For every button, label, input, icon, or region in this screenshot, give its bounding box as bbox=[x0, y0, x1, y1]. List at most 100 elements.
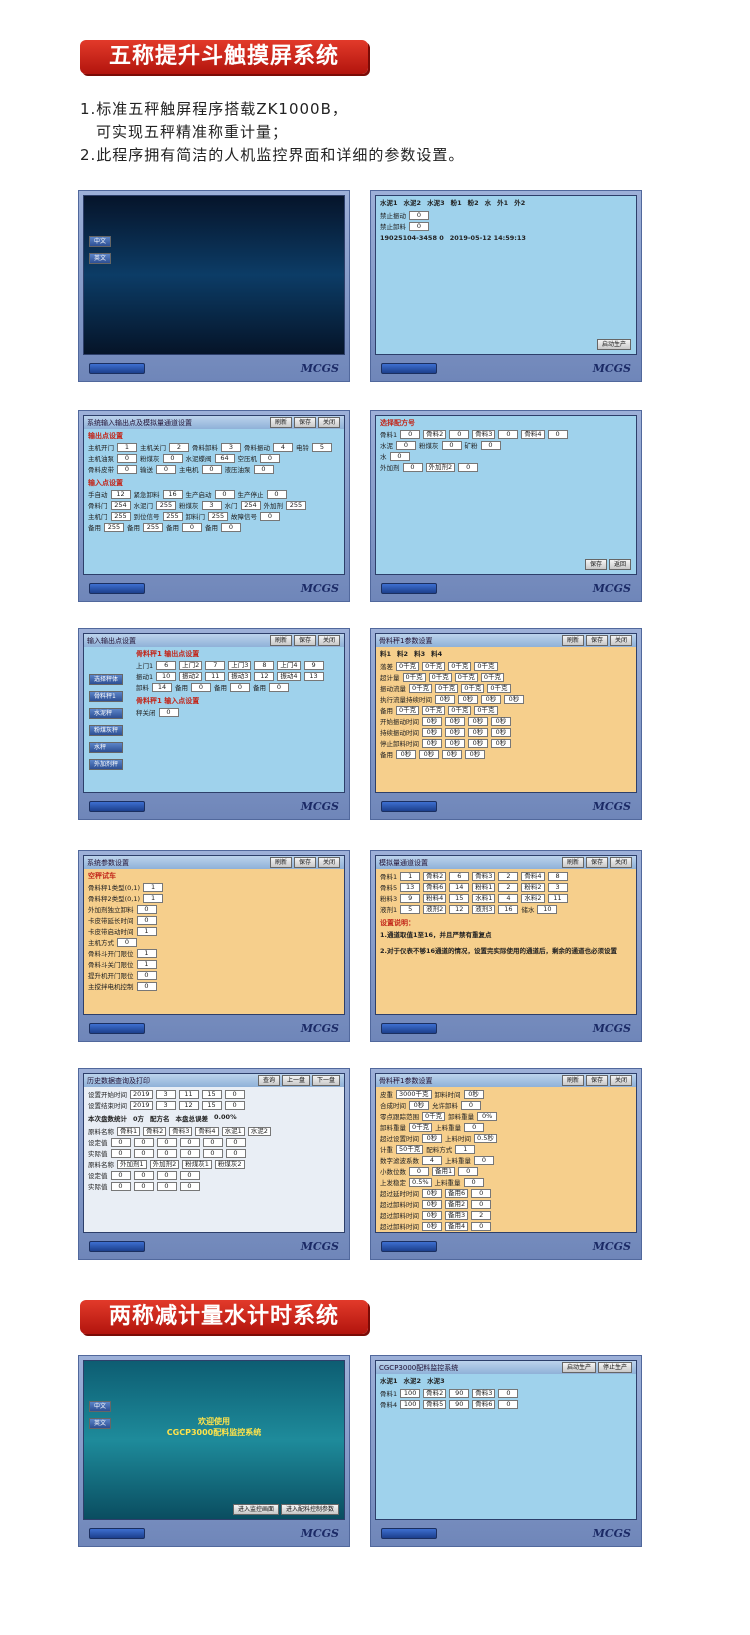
start-button[interactable] bbox=[381, 582, 437, 594]
field-value: 3 bbox=[201, 500, 222, 510]
field-value: 0 bbox=[133, 1137, 154, 1147]
start-button[interactable] bbox=[89, 1022, 145, 1034]
start-button[interactable] bbox=[89, 362, 145, 374]
button[interactable]: 进入配料控制参数 bbox=[280, 1504, 339, 1515]
button[interactable]: 刷新 bbox=[561, 635, 584, 646]
start-button[interactable] bbox=[89, 1527, 145, 1539]
title-bar: 系统参数设置 刷新 保存 关闭 bbox=[84, 856, 344, 869]
field-label: 空压机 bbox=[237, 455, 258, 463]
field-label: 主电机 bbox=[179, 466, 199, 474]
button[interactable]: 下一盘 bbox=[311, 1075, 340, 1086]
field-value: 0 bbox=[221, 522, 241, 532]
side-button[interactable]: 英文 bbox=[89, 253, 112, 264]
button[interactable]: 关闭 bbox=[609, 857, 632, 868]
field-value: 255 bbox=[286, 500, 306, 510]
label: 水泥1 bbox=[380, 199, 398, 207]
field-value: 0 bbox=[409, 221, 429, 231]
field-value: 0秒 bbox=[445, 727, 465, 737]
button[interactable]: 刷新 bbox=[269, 635, 292, 646]
field-value: 3 bbox=[155, 1100, 176, 1110]
button[interactable]: 返回 bbox=[608, 559, 631, 570]
welcome-line: CGCP3000配料监控系统 bbox=[166, 1428, 262, 1437]
side-button[interactable]: 英文 bbox=[89, 1418, 112, 1429]
button[interactable]: 刷新 bbox=[561, 857, 584, 868]
field-value: 粉料4 bbox=[423, 893, 447, 903]
field-label: 外加剂 bbox=[263, 502, 284, 510]
field-label: 提升机开门限位 bbox=[88, 972, 134, 980]
field-value: 0 bbox=[409, 1166, 429, 1176]
button[interactable]: 关闭 bbox=[317, 417, 340, 428]
button[interactable]: 刷新 bbox=[269, 417, 292, 428]
side-button[interactable]: 外加剂秤 bbox=[89, 759, 124, 770]
field-value: 100 bbox=[400, 1388, 421, 1398]
field-value: 0 bbox=[224, 1100, 245, 1110]
side-button[interactable]: 中文 bbox=[89, 236, 112, 247]
side-button[interactable]: 粉煤灰秤 bbox=[89, 725, 124, 736]
field-value: 64 bbox=[214, 453, 235, 463]
button[interactable]: 保存 bbox=[293, 417, 316, 428]
button[interactable]: 保存 bbox=[293, 635, 316, 646]
field-value: 1 bbox=[136, 948, 157, 958]
field-value: 0秒 bbox=[435, 694, 455, 704]
side-button[interactable]: 选择秤体 bbox=[89, 674, 124, 685]
button[interactable]: 保存 bbox=[585, 635, 608, 646]
button[interactable]: 保存 bbox=[585, 1075, 608, 1086]
field-value: 12 bbox=[110, 489, 131, 499]
button[interactable]: 刷新 bbox=[561, 1075, 584, 1086]
label: 料2 bbox=[397, 650, 409, 658]
button[interactable]: 查询 bbox=[257, 1075, 280, 1086]
start-button[interactable] bbox=[381, 800, 437, 812]
button[interactable]: 关闭 bbox=[609, 635, 632, 646]
button[interactable]: 保存 bbox=[293, 857, 316, 868]
start-button[interactable] bbox=[89, 800, 145, 812]
button[interactable]: 保存 bbox=[585, 857, 608, 868]
brand-logo: MCGS bbox=[300, 799, 339, 813]
field-value: 0秒 bbox=[463, 1089, 484, 1099]
field-label: 骨料1 bbox=[380, 1390, 398, 1398]
screen-panel: 中文 英文 MCGS bbox=[78, 190, 350, 382]
field-value: 骨料1 bbox=[117, 1126, 141, 1136]
label-row: 料1 料2 料3 料4 bbox=[380, 648, 632, 658]
start-button[interactable] bbox=[89, 582, 145, 594]
screen-title: 历史数据查询及打印 bbox=[87, 1076, 150, 1085]
brand-logo: MCGS bbox=[592, 1239, 631, 1253]
field-value: 0 bbox=[136, 970, 157, 980]
button[interactable]: 停止生产 bbox=[597, 1362, 632, 1373]
button[interactable]: 关闭 bbox=[609, 1075, 632, 1086]
screen-content: 输入输出点设置 刷新 保存 关闭 骨料秤1 输出点设置 上门1 6 上门2 7 上门3 8 上门4 9 振… bbox=[83, 633, 345, 793]
field-row: 持续振动时间 0秒 0秒 0秒 0秒 bbox=[380, 727, 632, 737]
field-label: 上发稳定 bbox=[380, 1179, 406, 1187]
button[interactable]: 保存 bbox=[584, 559, 607, 570]
side-button[interactable]: 骨料秤1 bbox=[89, 691, 124, 702]
start-button[interactable] bbox=[381, 362, 437, 374]
start-button[interactable] bbox=[381, 1022, 437, 1034]
start-button[interactable] bbox=[381, 1240, 437, 1252]
button[interactable]: 上一盘 bbox=[281, 1075, 310, 1086]
intro-line: 可实现五秤精准称重计量； bbox=[96, 123, 289, 141]
bottom-bar: MCGS bbox=[83, 1233, 345, 1259]
field-value: 0秒 bbox=[445, 716, 465, 726]
field-value: 0 bbox=[136, 915, 157, 925]
label-row: 水泥1 水泥2 水泥3 bbox=[380, 1375, 632, 1385]
field-value: 12 bbox=[254, 671, 275, 681]
button[interactable]: 关闭 bbox=[317, 857, 340, 868]
side-button[interactable]: 水秤 bbox=[89, 742, 124, 753]
field-row: 骨料秤1类型(0,1) 1 bbox=[88, 882, 340, 892]
field-row: 骨料秤2类型(0,1) 1 bbox=[88, 893, 340, 903]
button[interactable]: 刷新 bbox=[269, 857, 292, 868]
side-button[interactable]: 中文 bbox=[89, 1401, 112, 1412]
start-button[interactable] bbox=[89, 1240, 145, 1252]
start-button[interactable] bbox=[381, 1527, 437, 1539]
screen-body: 皮重 3000千克 卸料时间 0秒 合成时间 0秒 允许卸料 0 零点跟踪范围 0千克 卸料重量 0%… bbox=[376, 1087, 636, 1232]
button[interactable]: 启动生产 bbox=[596, 339, 631, 350]
field-value: 0 bbox=[110, 1170, 131, 1180]
button[interactable]: 启动生产 bbox=[561, 1362, 596, 1373]
side-button[interactable]: 水泥秤 bbox=[89, 708, 124, 719]
field-label: 骨料4 bbox=[380, 1401, 398, 1409]
field-label: 停止卸料时间 bbox=[380, 740, 419, 748]
field-value: 水泥2 bbox=[247, 1126, 271, 1136]
field-value: 0秒 bbox=[422, 1199, 442, 1209]
button[interactable]: 进入监控画面 bbox=[232, 1504, 279, 1515]
field-value: 1 bbox=[455, 1144, 476, 1154]
button[interactable]: 关闭 bbox=[317, 635, 340, 646]
